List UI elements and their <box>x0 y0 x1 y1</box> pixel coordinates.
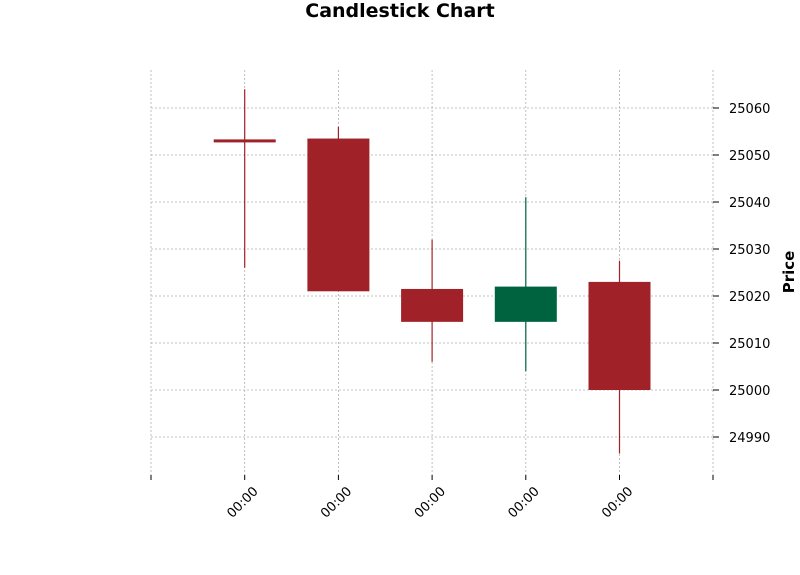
candle-body <box>588 281 651 390</box>
y-axis-title: Price <box>780 251 798 294</box>
y-tick-label: 25030 <box>729 243 770 258</box>
y-axis: 24990 25000 25010 25020 25030 25040 25050 25060 <box>713 102 770 446</box>
x-tick-label: 00:00 <box>318 484 355 521</box>
y-tick-label: 25000 <box>729 384 770 399</box>
candle-body <box>213 139 276 143</box>
x-axis: 00:00 00:00 00:00 00:00 00:00 <box>150 475 714 521</box>
x-tick-label: 00:00 <box>412 484 449 521</box>
candle-layer <box>213 89 651 454</box>
x-tick-label: 00:00 <box>224 484 261 521</box>
candle-body <box>307 138 370 292</box>
y-tick-label: 24990 <box>729 431 770 446</box>
chart-title: Candlestick Chart <box>305 0 495 22</box>
y-tick-label: 25050 <box>729 149 770 164</box>
candle-body <box>401 288 464 322</box>
y-tick-label: 25060 <box>729 102 770 117</box>
x-tick-label: 00:00 <box>506 484 543 521</box>
y-tick-label: 25020 <box>729 290 770 305</box>
x-tick-label: 00:00 <box>599 484 636 521</box>
candle-body <box>494 286 557 322</box>
y-tick-label: 25040 <box>729 196 770 211</box>
y-tick-label: 25010 <box>729 337 770 352</box>
